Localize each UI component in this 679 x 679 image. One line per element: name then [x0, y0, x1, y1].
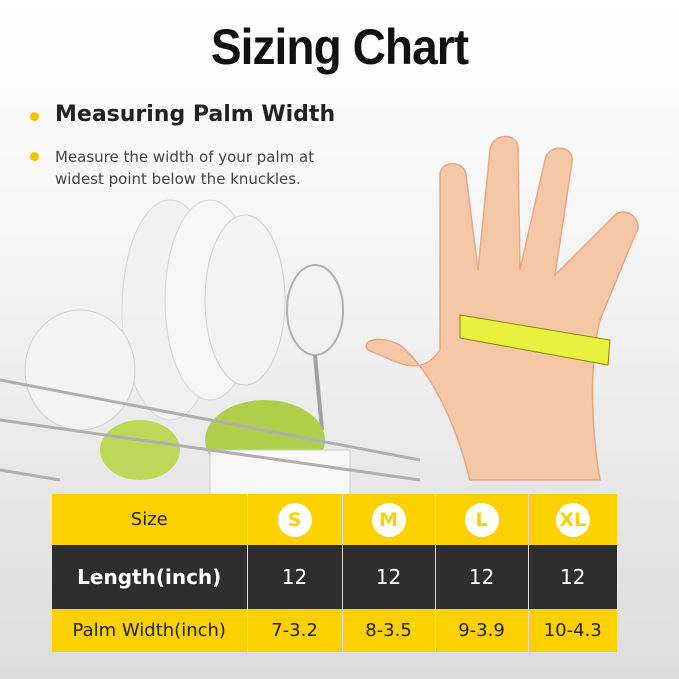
section-heading: Measuring Palm Width [55, 102, 336, 127]
size-badge: S [277, 502, 312, 537]
table-cell: 10-4.3 [528, 609, 617, 652]
bullet-icon [30, 152, 39, 161]
table-cell: 12 [247, 545, 343, 609]
size-badge: M [371, 502, 406, 537]
size-badge: L [464, 502, 499, 537]
table-cell: 12 [528, 545, 617, 609]
bullet-icon [30, 112, 39, 121]
size-badge: XL [555, 502, 590, 537]
table-row: Length(inch) 12 12 12 12 [52, 545, 617, 609]
table-cell: 9-3.9 [435, 609, 529, 652]
table-cell: 7-3.2 [247, 609, 343, 652]
table-row: Size S M L XL [52, 494, 617, 545]
row-label: Size [52, 494, 248, 545]
page-title: Sizing Chart [210, 19, 469, 75]
table-cell: 12 [342, 545, 436, 609]
row-label: Length(inch) [52, 545, 248, 609]
instruction-text: Measure the width of your palm at widest… [55, 148, 315, 188]
hand-illustration [365, 135, 639, 481]
row-label: Palm Width(inch) [52, 609, 248, 652]
table-row: Palm Width(inch) 7-3.2 8-3.5 9-3.9 10-4.… [52, 609, 617, 652]
sizing-table: Size S M L XL Length(inch) 12 12 12 12 P… [52, 494, 617, 652]
table-cell: 8-3.5 [342, 609, 436, 652]
table-cell: 12 [435, 545, 529, 609]
